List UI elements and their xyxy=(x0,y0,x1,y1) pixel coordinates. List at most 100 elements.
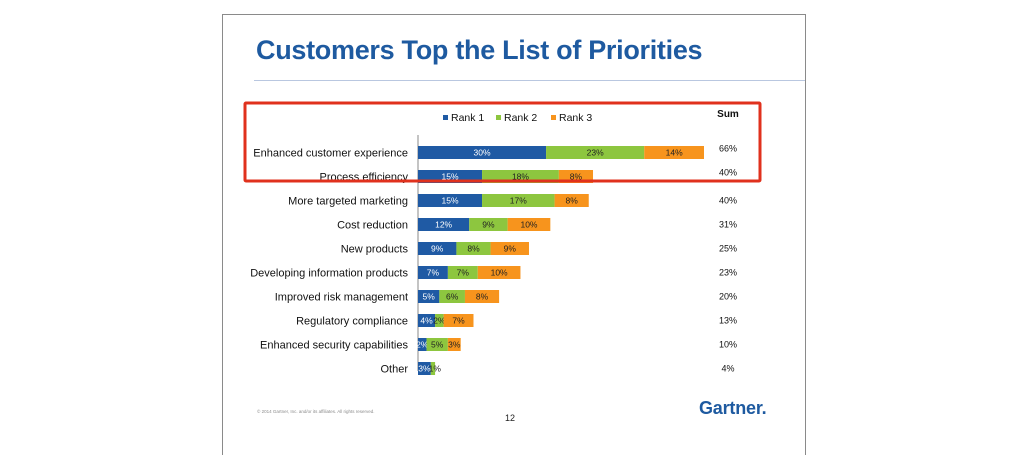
gartner-logo: Gartner. xyxy=(699,398,767,419)
bar-value-label: 2% xyxy=(433,316,446,326)
bar-value-label: 6% xyxy=(446,292,459,302)
sum-value: 4% xyxy=(721,364,734,374)
bar-segment-rank-1 xyxy=(418,314,436,327)
category-label: Developing information products xyxy=(250,268,408,280)
bar-value-label: 18% xyxy=(512,172,529,182)
bar-segment-rank-1 xyxy=(418,218,470,231)
bar-segment-rank-2 xyxy=(447,266,478,279)
bar-row-new-products: New products 9% 8% 9% 25% xyxy=(341,242,737,256)
bar-row-other: Other 3%1% 4% xyxy=(380,362,735,376)
bar-segment-rank-2 xyxy=(456,242,491,255)
bar-value-label: 12% xyxy=(435,220,452,230)
slide: Customers Top the List of Priorities Ran… xyxy=(222,14,806,455)
sum-value: 40% xyxy=(719,196,737,206)
bar-segment-rank-1 xyxy=(418,290,440,303)
bar-value-label: 23% xyxy=(587,148,604,158)
chart-bars: Enhanced customer experience 30% 23% 14% 66%… xyxy=(250,144,737,376)
sum-value: 66% xyxy=(719,144,737,154)
legend-label-rank-1: Rank 1 xyxy=(451,112,484,124)
category-label: More targeted marketing xyxy=(288,196,408,208)
bar-value-label: 3% xyxy=(448,340,461,350)
slide-title: Customers Top the List of Priorities xyxy=(256,35,703,65)
sum-header: Sum xyxy=(717,109,739,120)
bar-value-label: 15% xyxy=(442,196,459,206)
priorities-chart: Rank 1 Rank 2 Rank 3 Sum Enhanced customer… xyxy=(243,101,762,376)
bar-value-label: 3% xyxy=(418,364,431,374)
bar-value-label: 8% xyxy=(467,244,480,254)
bar-value-label: 9% xyxy=(431,244,444,254)
bar-segment-rank-3 xyxy=(490,242,529,255)
bar-value-label: 15% xyxy=(442,172,459,182)
bar-segment-rank-1 xyxy=(418,362,431,375)
sum-value: 40% xyxy=(719,168,737,178)
bar-segment-rank-2 xyxy=(546,146,645,159)
category-label: Other xyxy=(380,364,408,376)
bar-row-improved-risk-management: Improved risk management 5% 6% 8% 20% xyxy=(275,290,737,304)
category-label: Regulatory compliance xyxy=(296,316,408,328)
bar-value-label: 7% xyxy=(427,268,440,278)
bar-row-developing-information-products: Developing information products 7% 7% 10% 23… xyxy=(250,266,737,280)
bar-segment-rank-1 xyxy=(418,242,457,255)
bar-segment-rank-1 xyxy=(418,338,427,351)
bar-value-label: 9% xyxy=(504,244,517,254)
bar-row-enhanced-security-capabilities: Enhanced security capabilities 2% 5% 3% 10% xyxy=(260,338,737,352)
gartner-logo-text: Gartner xyxy=(699,398,762,418)
page-number: 12 xyxy=(505,413,516,423)
bar-value-label: 2% xyxy=(416,340,429,350)
logo-dot: . xyxy=(761,398,767,418)
copyright-notice: © 2014 Gartner, Inc. and/or its affiliat… xyxy=(257,409,375,414)
bar-value-label: 8% xyxy=(570,172,583,182)
bar-segment-rank-3 xyxy=(447,338,461,351)
legend-label-rank-2: Rank 2 xyxy=(504,112,537,124)
legend-swatch-rank-1 xyxy=(443,115,448,120)
bar-value-label: 10% xyxy=(491,268,508,278)
bar-value-label: 1% xyxy=(429,364,442,374)
sum-value: 13% xyxy=(719,316,737,326)
bar-segment-rank-3 xyxy=(443,314,474,327)
sum-value: 23% xyxy=(719,268,737,278)
bar-value-label: 17% xyxy=(510,196,527,206)
bar-value-label: 9% xyxy=(482,220,495,230)
bar-value-label: 7% xyxy=(452,316,465,326)
bar-value-label: 8% xyxy=(566,196,579,206)
category-label: Enhanced customer experience xyxy=(253,148,408,160)
bar-value-label: 14% xyxy=(666,148,683,158)
bar-row-more-targeted-marketing: More targeted marketing 15% 17% 8% 40% xyxy=(288,194,737,208)
bar-row-enhanced-customer-experience: Enhanced customer experience 30% 23% 14% 66% xyxy=(253,144,737,160)
legend-label-rank-3: Rank 3 xyxy=(559,112,592,124)
bar-segment-rank-2 xyxy=(469,218,508,231)
bar-value-label: 10% xyxy=(520,220,537,230)
bar-value-label: 5% xyxy=(431,340,444,350)
sum-value: 20% xyxy=(719,292,737,302)
category-label: Cost reduction xyxy=(337,220,408,232)
legend-swatch-rank-2 xyxy=(496,115,501,120)
bar-value-label: 8% xyxy=(476,292,489,302)
bar-segment-rank-2 xyxy=(439,290,465,303)
title-divider xyxy=(254,80,805,81)
bar-segment-rank-1 xyxy=(418,146,547,159)
bar-value-label: 4% xyxy=(420,316,433,326)
sum-value: 31% xyxy=(719,220,737,230)
sum-value: 10% xyxy=(719,340,737,350)
bar-segment-rank-3 xyxy=(477,266,521,279)
bar-value-label: 5% xyxy=(423,292,436,302)
chart-legend: Rank 1 Rank 2 Rank 3 xyxy=(443,112,592,124)
bar-segment-rank-2 xyxy=(435,314,444,327)
sum-value: 25% xyxy=(719,244,737,254)
bar-segment-rank-2 xyxy=(482,194,555,207)
bar-segment-rank-2 xyxy=(430,362,436,375)
bar-segment-rank-2 xyxy=(426,338,448,351)
bar-segment-rank-1 xyxy=(418,266,448,279)
category-label: Enhanced security capabilities xyxy=(260,340,408,352)
bar-row-regulatory-compliance: Regulatory compliance 4% 2% 7% 13% xyxy=(296,314,737,328)
bar-value-label: 7% xyxy=(457,268,470,278)
bar-segment-rank-3 xyxy=(507,218,551,231)
bar-row-cost-reduction: Cost reduction 12% 9% 10% 31% xyxy=(337,218,737,232)
bar-segment-rank-1 xyxy=(418,194,483,207)
legend-swatch-rank-3 xyxy=(551,115,556,120)
category-label: Improved risk management xyxy=(275,292,408,304)
bar-value-label: 30% xyxy=(474,148,491,158)
highlight-box xyxy=(243,101,762,183)
category-label: New products xyxy=(341,244,409,256)
bar-segment-rank-3 xyxy=(554,194,589,207)
